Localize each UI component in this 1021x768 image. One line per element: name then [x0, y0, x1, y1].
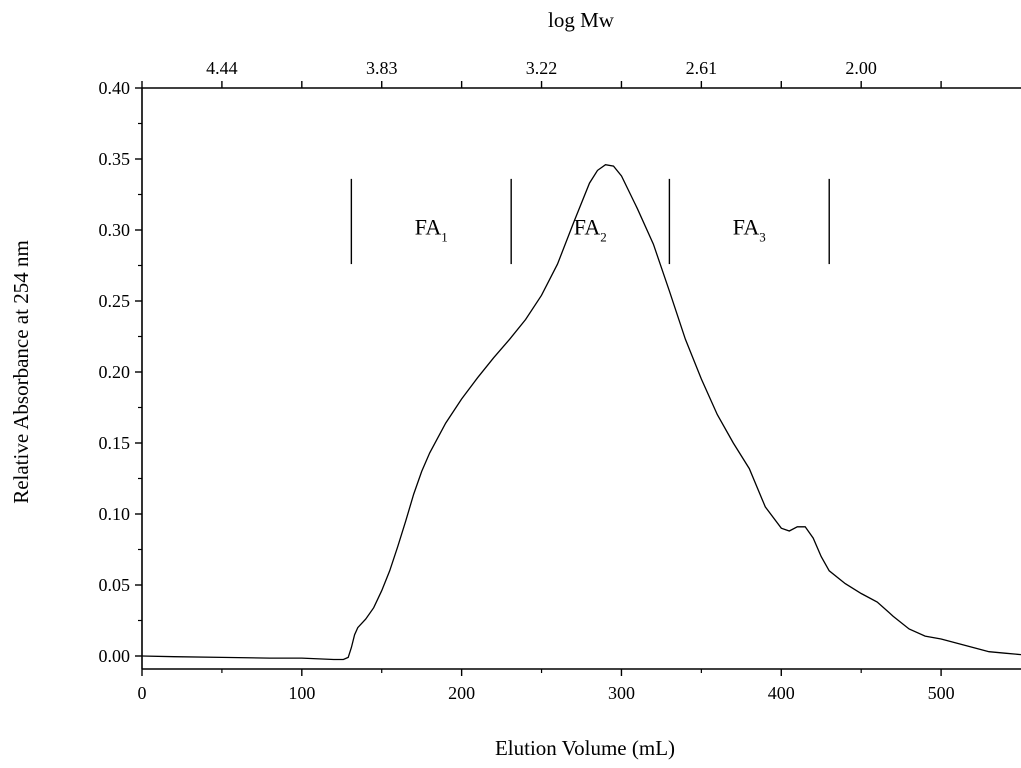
plot-frame — [141, 87, 1021, 670]
fraction-label: FA1 — [415, 214, 448, 244]
x-tick-label: 100 — [288, 683, 315, 703]
top-tick-label: 3.22 — [526, 58, 558, 78]
data-series-line — [141, 164, 1021, 661]
x-tick-label: 300 — [608, 683, 635, 703]
top-tick-label: 4.44 — [206, 58, 238, 78]
y-tick-label: 0.35 — [99, 149, 131, 169]
x-tick-label: 400 — [768, 683, 795, 703]
y-tick-label: 0.10 — [99, 504, 131, 524]
x-tick-label: 200 — [448, 683, 475, 703]
top-tick-label: 2.00 — [845, 58, 877, 78]
x-tick-label: 500 — [928, 683, 955, 703]
axis-ticks: 0 100 200 300 400 500 0.00 0.05 0.10 0.15 0.20 0.25… — [99, 58, 955, 703]
y-tick-label: 0.20 — [99, 362, 131, 382]
y-tick-label: 0.15 — [99, 433, 131, 453]
y-tick-label: 0.05 — [99, 575, 131, 595]
top-tick-label: 2.61 — [686, 58, 718, 78]
y-tick-label: 0.25 — [99, 291, 131, 311]
y-tick-label: 0.40 — [99, 78, 131, 98]
y-axis-title: Relative Absorbance at 254 nm — [9, 240, 33, 504]
x-tick-label: 0 — [138, 683, 147, 703]
top-tick-label: 3.83 — [366, 58, 398, 78]
x-axis-title: Elution Volume (mL) — [495, 736, 675, 760]
y-tick-label: 0.00 — [99, 646, 131, 666]
top-axis-title: log Mw — [548, 8, 615, 32]
y-tick-label: 0.30 — [99, 220, 131, 240]
